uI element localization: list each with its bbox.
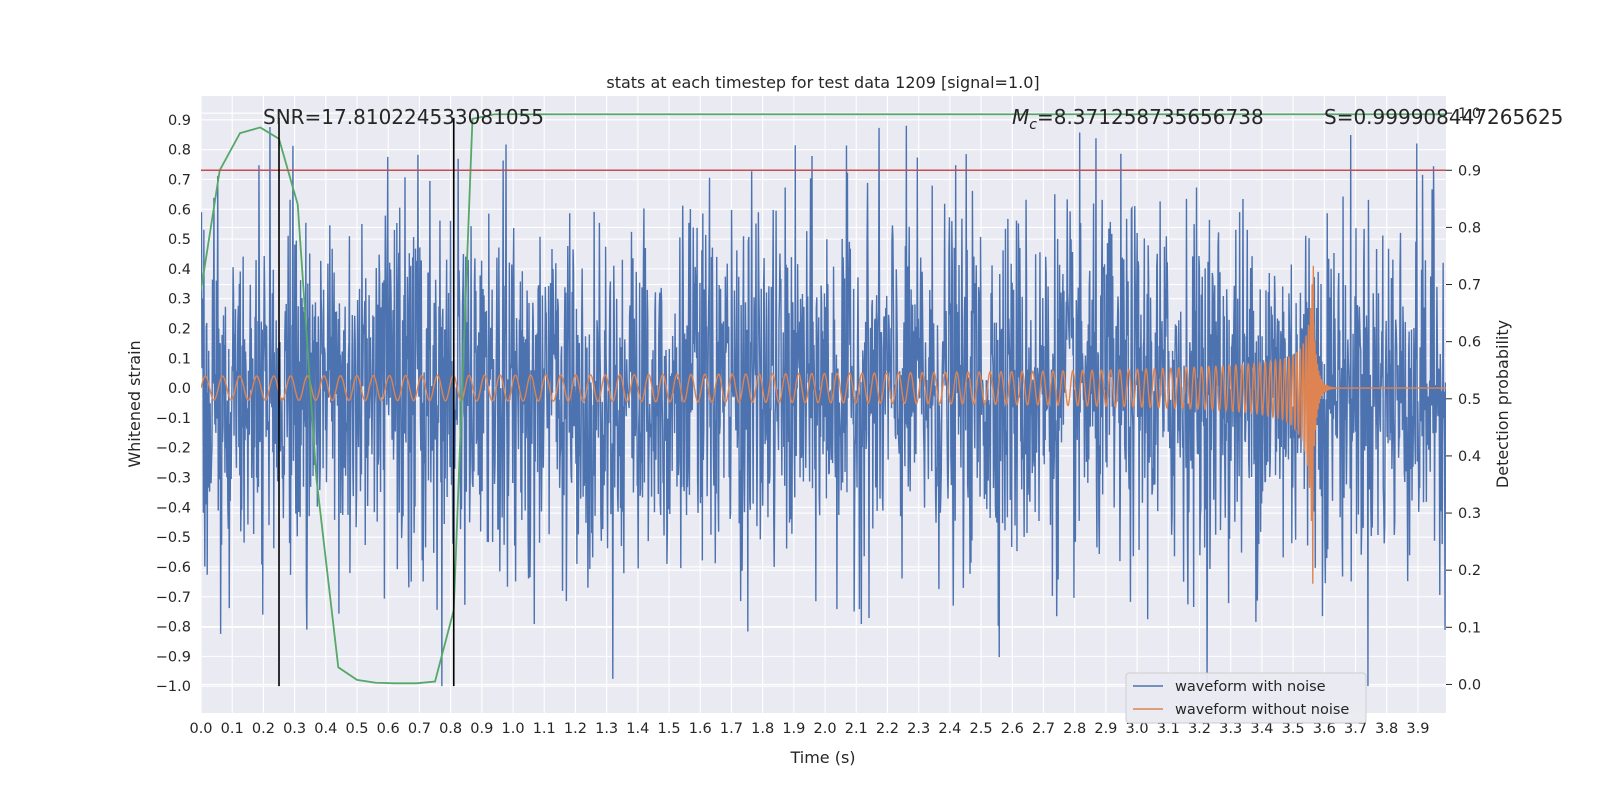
x-tick-label: 0.6 bbox=[377, 721, 400, 737]
x-tick-label: 3.8 bbox=[1375, 721, 1398, 737]
x-tick-label: 3.4 bbox=[1250, 721, 1273, 737]
x-tick-label: 1.3 bbox=[595, 721, 618, 737]
y-right-tick-label: 0.4 bbox=[1458, 449, 1481, 465]
x-tick-label: 0.0 bbox=[189, 721, 212, 737]
y-right-tick-label: 0.5 bbox=[1458, 392, 1481, 408]
legend-label-noise: waveform with noise bbox=[1175, 679, 1326, 695]
y-left-tick-label: 0.5 bbox=[168, 232, 191, 248]
score-annotation: S=0.999908447265625 bbox=[1324, 105, 1563, 129]
x-axis-label: Time (s) bbox=[789, 748, 855, 767]
x-tick-label: 3.5 bbox=[1282, 721, 1305, 737]
x-tick-label: 3.7 bbox=[1344, 721, 1367, 737]
x-tick-label: 2.2 bbox=[876, 721, 899, 737]
y-right-tick-label: 0.2 bbox=[1458, 563, 1481, 579]
y-right-tick-label: 0.6 bbox=[1458, 335, 1481, 351]
y-right-tick-label: 0.3 bbox=[1458, 506, 1481, 522]
x-tick-label: 1.9 bbox=[782, 721, 805, 737]
x-tick-label: 3.9 bbox=[1406, 721, 1429, 737]
chirp-mass-value: =8.371258735656738 bbox=[1037, 105, 1264, 129]
y-right-tick-label: 0.7 bbox=[1458, 278, 1481, 294]
chirp-mass-annotation: Mc=8.371258735656738 bbox=[1012, 105, 1264, 133]
y-axis-right-label: Detection probability bbox=[1493, 320, 1512, 488]
chart-title: stats at each timestep for test data 120… bbox=[606, 73, 1039, 92]
y-left-tick-label: −0.6 bbox=[156, 560, 191, 576]
vertical-markers bbox=[278, 117, 455, 687]
x-tick-label: 3.2 bbox=[1188, 721, 1211, 737]
x-tick-label: 1.5 bbox=[658, 721, 681, 737]
y-left-tick-label: −0.1 bbox=[156, 411, 191, 427]
y-left-tick-label: 0.0 bbox=[168, 381, 191, 397]
y-left-tick-label: −0.7 bbox=[156, 590, 191, 606]
x-tick-label: 2.0 bbox=[814, 721, 837, 737]
y-right-tick-labels: 1.0 0.9 0.8 0.7 0.6 0.5 0.4 0.3 0.2 0.1 0.0 bbox=[1446, 106, 1481, 693]
x-tick-label: 1.7 bbox=[720, 721, 743, 737]
y-right-tick-label: 1.0 bbox=[1458, 106, 1481, 122]
y-axis-left-label: Whitened strain bbox=[125, 340, 144, 467]
detection-probability-line bbox=[201, 113, 1446, 685]
x-tick-label: 2.5 bbox=[970, 721, 993, 737]
y-left-tick-label: 0.7 bbox=[168, 172, 191, 188]
y-left-tick-label: 0.6 bbox=[168, 202, 191, 218]
y-left-tick-label: 0.8 bbox=[168, 143, 191, 159]
x-tick-label: 2.9 bbox=[1094, 721, 1117, 737]
x-tick-label: 1.4 bbox=[626, 721, 649, 737]
chirp-mass-symbol: M bbox=[1012, 105, 1029, 129]
x-tick-label: 0.5 bbox=[345, 721, 368, 737]
x-tick-label: 3.6 bbox=[1313, 721, 1336, 737]
x-tick-label: 0.2 bbox=[252, 721, 275, 737]
x-tick-label: 3.0 bbox=[1126, 721, 1149, 737]
y-right-tick-label: 0.8 bbox=[1458, 220, 1481, 236]
x-tick-label: 3.3 bbox=[1219, 721, 1242, 737]
y-left-tick-label: 0.4 bbox=[168, 262, 191, 278]
x-tick-label: 2.1 bbox=[845, 721, 868, 737]
legend-box bbox=[1125, 672, 1367, 724]
snr-annotation: SNR=17.810224533081055 bbox=[263, 105, 544, 129]
waveform-with-noise-line bbox=[201, 125, 1446, 687]
x-tick-label: 2.3 bbox=[907, 721, 930, 737]
y-right-tick-label: 0.0 bbox=[1458, 677, 1481, 693]
x-tick-label: 1.6 bbox=[689, 721, 712, 737]
chirp-mass-subscript: c bbox=[1029, 117, 1037, 133]
y-left-tick-label: −0.4 bbox=[156, 500, 191, 516]
waveform-without-noise-line bbox=[201, 265, 1446, 584]
y-left-tick-label: −0.8 bbox=[156, 620, 191, 636]
y-left-tick-label: −0.2 bbox=[156, 441, 191, 457]
legend: waveform with noise waveform without noi… bbox=[1125, 672, 1367, 724]
x-tick-label: 2.4 bbox=[938, 721, 961, 737]
x-tick-label: 0.7 bbox=[408, 721, 431, 737]
x-tick-label: 0.1 bbox=[221, 721, 244, 737]
x-tick-label: 1.2 bbox=[564, 721, 587, 737]
x-tick-label: 0.9 bbox=[470, 721, 493, 737]
x-tick-label: 1.1 bbox=[533, 721, 556, 737]
x-tick-label: 3.1 bbox=[1157, 721, 1180, 737]
y-left-tick-label: 0.2 bbox=[168, 321, 191, 337]
x-tick-label: 1.0 bbox=[501, 721, 524, 737]
x-tick-label: 1.8 bbox=[751, 721, 774, 737]
y-left-tick-labels: 0.9 0.8 0.7 0.6 0.5 0.4 0.3 0.2 0.1 0.0 −0.1 −0.2 −0… bbox=[156, 113, 191, 695]
x-tick-label: 0.4 bbox=[314, 721, 337, 737]
y-left-tick-label: 0.3 bbox=[168, 292, 191, 308]
y-left-tick-label: 0.1 bbox=[168, 351, 191, 367]
x-tick-label: 2.6 bbox=[1001, 721, 1024, 737]
x-tick-label: 2.7 bbox=[1032, 721, 1055, 737]
y-left-tick-label: −0.3 bbox=[156, 471, 191, 487]
x-tick-label: 2.8 bbox=[1063, 721, 1086, 737]
legend-label-clean: waveform without noise bbox=[1175, 702, 1349, 718]
y-left-tick-label: −0.5 bbox=[156, 530, 191, 546]
y-right-tick-label: 0.9 bbox=[1458, 163, 1481, 179]
x-tick-labels: 0.0 0.1 0.2 0.3 0.4 0.5 0.6 0.7 0.8 0.9 1.0 1.1 1.2 1… bbox=[189, 721, 1429, 737]
y-left-tick-label: −0.9 bbox=[156, 649, 191, 665]
y-left-tick-label: −1.0 bbox=[156, 679, 191, 695]
x-tick-label: 0.8 bbox=[439, 721, 462, 737]
y-right-tick-label: 0.1 bbox=[1458, 620, 1481, 636]
y-left-tick-label: 0.9 bbox=[168, 113, 191, 129]
x-tick-label: 0.3 bbox=[283, 721, 306, 737]
